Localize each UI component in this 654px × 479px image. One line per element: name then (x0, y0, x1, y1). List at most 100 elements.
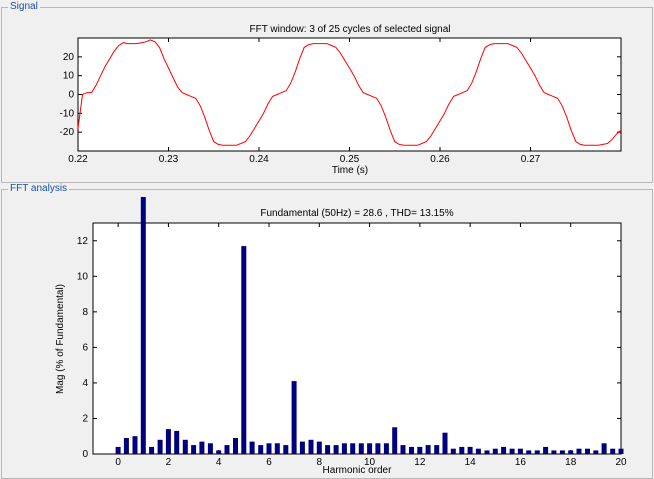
fft-bar (241, 246, 247, 454)
fft-y-tick-label: 8 (82, 307, 88, 318)
signal-x-tick-label: 0.22 (68, 154, 88, 165)
fft-bar (207, 443, 213, 454)
fft-bar (618, 448, 624, 454)
fft-bar (576, 448, 582, 454)
fft-x-tick-label: 20 (615, 457, 627, 468)
fft-x-tick-label: 4 (216, 457, 222, 468)
fft-bar (165, 429, 171, 454)
fft-plot-area (92, 222, 622, 455)
fft-chart: Fundamental (50Hz) = 28.6 , THD= 13.15% … (55, 197, 627, 475)
fft-y-tick-label: 10 (77, 271, 89, 282)
signal-y-tick-label: 20 (63, 52, 75, 63)
fft-x-axis-label: Harmonic order (323, 465, 393, 475)
fft-bar (593, 450, 599, 454)
fft-bar (400, 445, 406, 454)
fft-bar (568, 450, 574, 454)
fft-panel-label: FFT analysis (8, 183, 70, 195)
fft-bar (115, 446, 121, 454)
signal-y-tick-label: 10 (63, 71, 75, 82)
fft-bar (283, 445, 289, 454)
fft-bar (216, 450, 222, 454)
fft-bar (559, 450, 565, 454)
fft-bar (266, 443, 272, 454)
fft-bar (601, 443, 607, 454)
fft-x-tick-label: 16 (515, 457, 527, 468)
fft-y-tick-label: 12 (77, 236, 89, 247)
fft-bar (442, 432, 448, 454)
fft-x-tick-label: 14 (465, 457, 477, 468)
signal-series-line (77, 39, 622, 146)
fft-bar (392, 427, 398, 454)
fft-bar (585, 448, 590, 454)
fft-x-tick-label: 6 (266, 457, 272, 468)
fft-bar (140, 197, 146, 454)
signal-y-tick-label: -20 (60, 127, 75, 138)
fft-bar (543, 446, 549, 454)
fft-bar (375, 443, 381, 454)
fft-y-tick-label: 6 (82, 342, 88, 353)
signal-panel-label: Signal (8, 1, 40, 13)
signal-x-tick-label: 0.27 (521, 154, 541, 165)
fft-bar (475, 448, 481, 454)
fft-bar (450, 448, 456, 454)
fft-x-tick-label: 18 (565, 457, 577, 468)
fft-chart-title: Fundamental (50Hz) = 28.6 , THD= 13.15% (260, 208, 453, 219)
fft-bar (341, 443, 347, 454)
fft-x-tick-label: 12 (414, 457, 426, 468)
signal-x-axis-label: Time (s) (332, 165, 368, 176)
fft-bar (484, 450, 490, 454)
signal-chart: FFT window: 3 of 25 cycles of selected s… (60, 24, 622, 176)
fft-bar (358, 443, 364, 454)
fft-bar (325, 445, 331, 454)
signal-x-tick-label: 0.25 (340, 154, 360, 165)
fft-bar (274, 443, 280, 454)
signal-y-tick-label: 0 (68, 90, 74, 101)
fft-y-axis-label: Mag (% of Fundamental) (55, 284, 66, 394)
signal-panel: Signal (1, 1, 653, 183)
fft-x-tick-label: 8 (317, 457, 323, 468)
fft-bar (434, 445, 440, 454)
fft-bar (467, 446, 473, 454)
fft-bar (517, 448, 523, 454)
fft-bar (308, 439, 314, 454)
fft-bar (409, 446, 414, 454)
fft-bar (509, 448, 515, 454)
fft-bar (182, 439, 188, 454)
fft-bar (501, 446, 507, 454)
fft-bar (157, 439, 163, 454)
fft-bar (383, 443, 389, 454)
fft-bar (224, 445, 230, 454)
signal-plot-area (77, 37, 622, 152)
signal-x-tick-label: 0.24 (249, 154, 269, 165)
fft-bar (417, 446, 423, 454)
fft-bar (191, 445, 197, 454)
fft-bar (610, 448, 616, 454)
fft-bar (459, 446, 465, 454)
fft-x-tick-label: 10 (364, 457, 376, 468)
fft-bar (551, 450, 557, 454)
fft-bar (149, 446, 155, 454)
fft-bar (534, 450, 540, 454)
fft-bar (249, 441, 255, 454)
fft-bar (299, 441, 305, 454)
fft-x-tick-label: 2 (166, 457, 172, 468)
fft-bar (291, 381, 297, 454)
fft-bar (123, 438, 129, 454)
fft-bar (132, 436, 138, 454)
fft-bar (333, 445, 339, 454)
fft-y-tick-label: 2 (82, 413, 88, 424)
fft-bar (492, 448, 498, 454)
fft-bar (258, 445, 264, 454)
fft-y-tick-label: 0 (82, 449, 88, 460)
fft-x-tick-label: 0 (115, 457, 121, 468)
fft-bar (367, 443, 373, 454)
fft-bar (526, 450, 532, 454)
fft-bar (174, 430, 180, 454)
fft-bar (316, 441, 322, 454)
fft-bar (199, 441, 205, 454)
fft-y-tick-label: 4 (82, 378, 88, 389)
signal-x-tick-label: 0.26 (430, 154, 450, 165)
fft-bar (233, 438, 238, 454)
signal-y-tick-label: -10 (60, 108, 75, 119)
